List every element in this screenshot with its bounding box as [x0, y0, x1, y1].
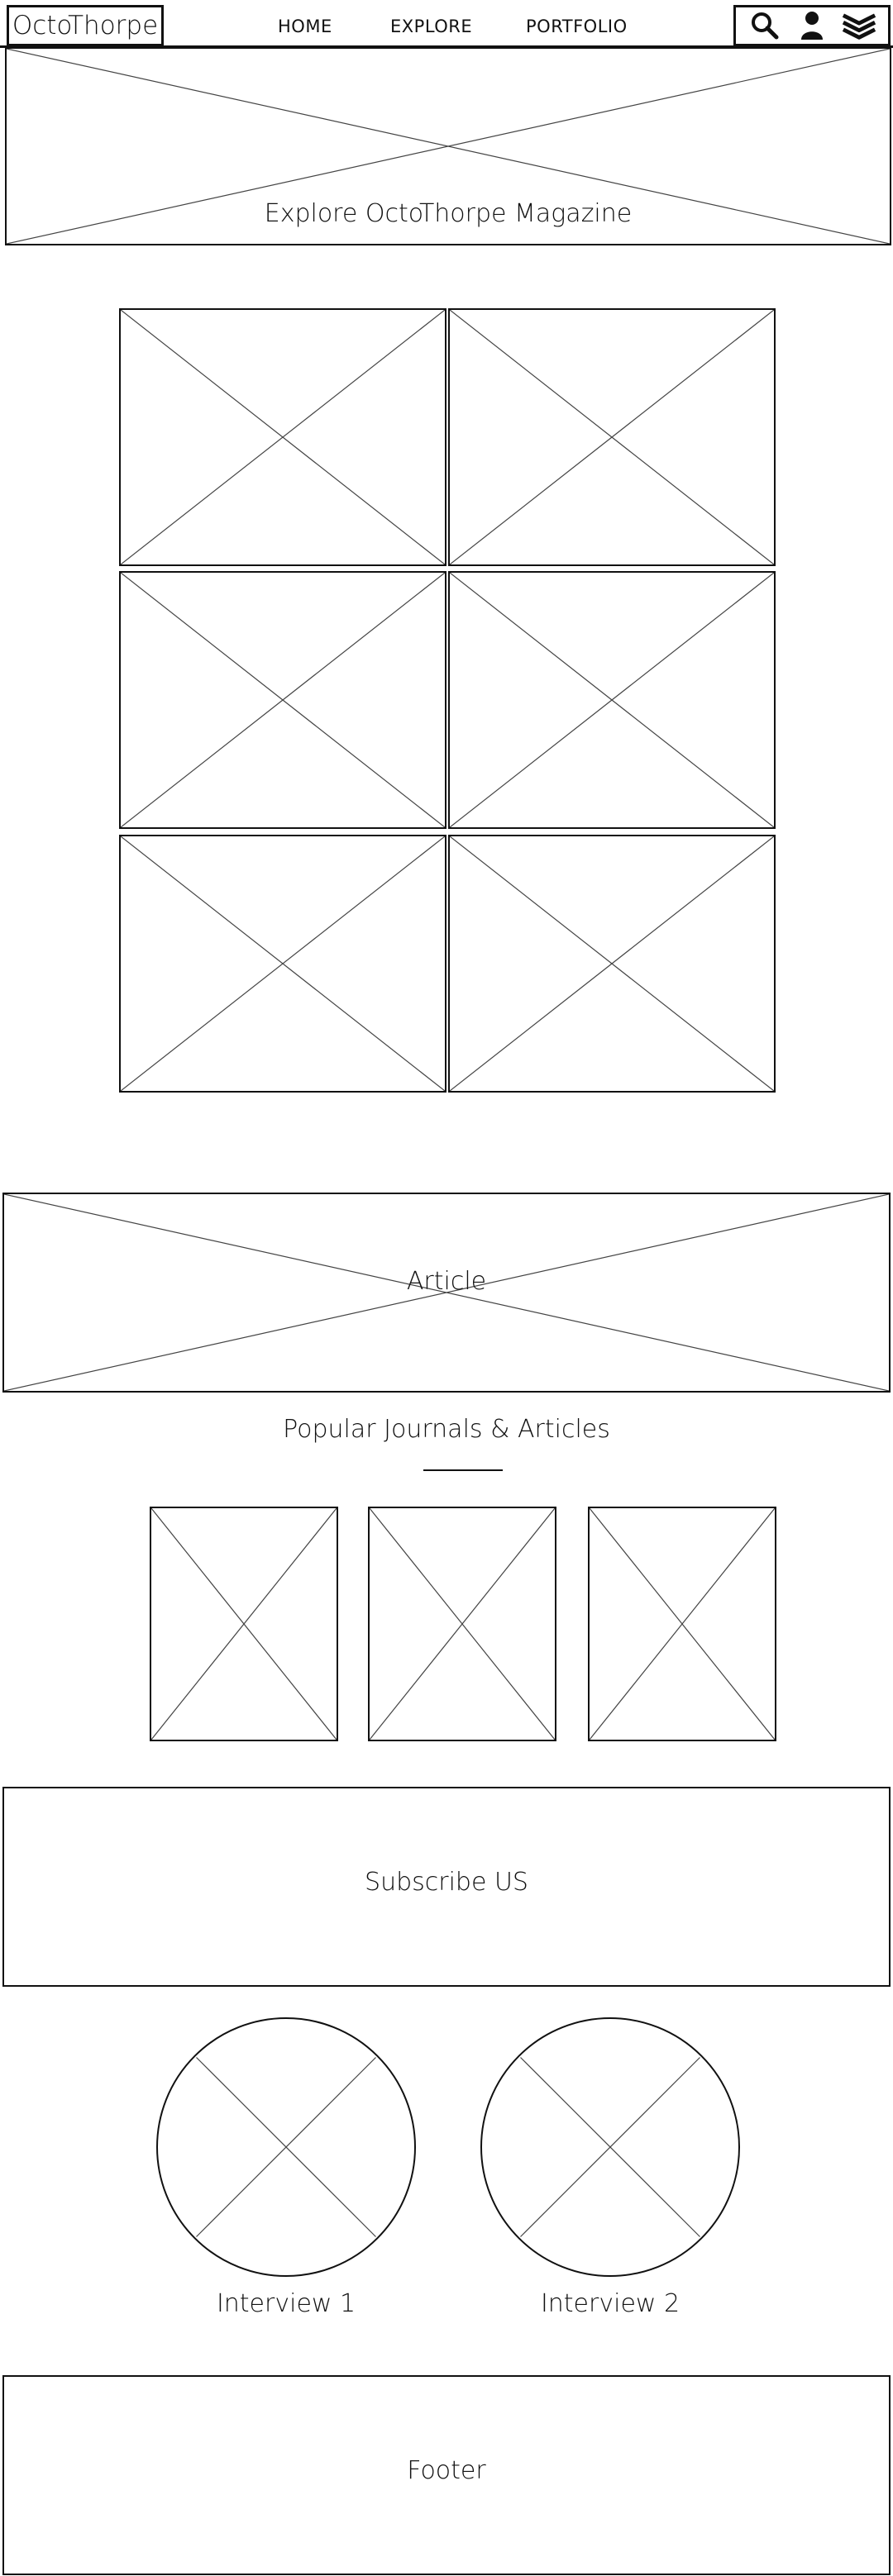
footer: Footer — [2, 2375, 891, 2575]
popular-title: Popular Journals & Articles — [283, 1415, 610, 1444]
article-label: Article — [406, 1267, 487, 1296]
subscribe-section[interactable]: Subscribe US — [2, 1787, 891, 1987]
gallery-item[interactable] — [448, 835, 776, 1093]
image-placeholder-icon — [590, 1508, 775, 1740]
article-banner[interactable]: Article — [2, 1193, 891, 1393]
nav-home[interactable]: HOME — [278, 17, 332, 36]
image-placeholder-icon — [482, 2019, 738, 2275]
gallery-item[interactable] — [119, 571, 446, 829]
image-placeholder-icon — [121, 573, 445, 827]
layers-icon[interactable] — [842, 9, 876, 42]
interview-1-avatar[interactable] — [156, 2017, 416, 2277]
hero-banner[interactable]: Explore OctoThorpe Magazine — [5, 47, 891, 245]
image-placeholder-icon — [151, 1508, 337, 1740]
image-placeholder-icon — [4, 1194, 889, 1391]
search-icon[interactable] — [747, 9, 782, 42]
nav-explore[interactable]: EXPLORE — [390, 17, 473, 36]
image-placeholder-icon — [450, 573, 774, 827]
header-icon-group — [733, 5, 891, 46]
interview-2-avatar[interactable] — [480, 2017, 740, 2277]
image-placeholder-icon — [121, 310, 445, 564]
gallery-item[interactable] — [448, 571, 776, 829]
popular-card[interactable] — [588, 1507, 776, 1741]
popular-card[interactable] — [368, 1507, 556, 1741]
subscribe-label: Subscribe US — [365, 1868, 528, 1897]
popular-card[interactable] — [150, 1507, 338, 1741]
image-placeholder-icon — [370, 1508, 555, 1740]
image-placeholder-icon — [7, 49, 890, 244]
image-placeholder-icon — [450, 836, 774, 1091]
interview-2-label[interactable]: Interview 2 — [540, 2289, 680, 2318]
hero-title: Explore OctoThorpe Magazine — [264, 199, 633, 228]
image-placeholder-icon — [158, 2019, 414, 2275]
title-underline — [423, 1469, 503, 1471]
brand-logo[interactable]: OctoThorpe — [7, 5, 164, 46]
nav-portfolio[interactable]: PORTFOLIO — [526, 17, 628, 36]
gallery-item[interactable] — [119, 835, 446, 1093]
footer-label: Footer — [407, 2456, 486, 2485]
header-divider — [0, 45, 893, 48]
user-icon[interactable] — [795, 9, 829, 42]
image-placeholder-icon — [450, 310, 774, 564]
image-placeholder-icon — [121, 836, 445, 1091]
gallery-item[interactable] — [119, 308, 446, 566]
interview-1-label[interactable]: Interview 1 — [216, 2289, 356, 2318]
gallery-item[interactable] — [448, 308, 776, 566]
